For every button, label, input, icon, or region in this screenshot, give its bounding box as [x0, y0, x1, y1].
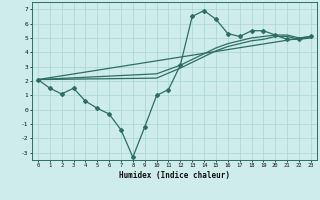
X-axis label: Humidex (Indice chaleur): Humidex (Indice chaleur)	[119, 171, 230, 180]
